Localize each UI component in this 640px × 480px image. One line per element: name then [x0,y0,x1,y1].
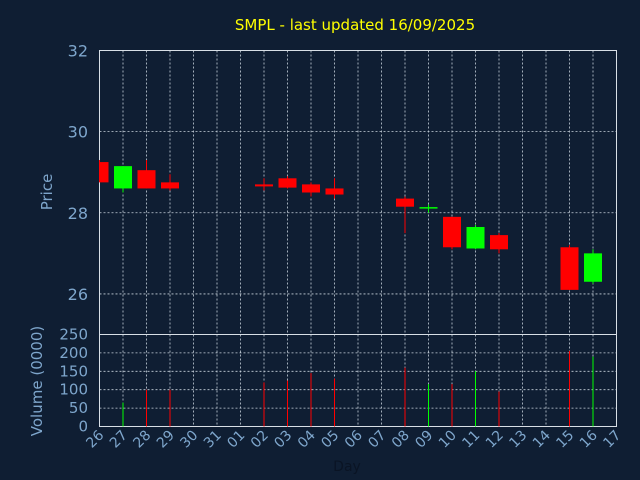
day-tick-label: 11 [459,428,483,452]
day-tick-label: 10 [436,428,460,452]
candle-body [490,235,508,250]
day-tick-label: 15 [553,428,577,452]
day-tick-label: 01 [224,428,248,452]
price-tick-label: 28 [68,204,88,223]
volume-plot-frame [99,334,617,427]
price-tick-label: 26 [68,285,88,304]
day-tick-label: 14 [530,427,554,451]
day-tick-label: 12 [483,428,507,452]
day-tick-label: 03 [271,428,295,452]
candle-body [302,184,320,193]
volume-bars [122,351,594,427]
day-axis: 26 27 28 29 30 31 01 02 03 04 05 06 07 08 09 10 11 12 13 14… [83,427,624,451]
price-axis: 32 30 28 26 [68,42,88,304]
candle-body [443,216,461,248]
price-tick-label: 30 [68,123,88,142]
chart-title: SMPL - last updated 16/09/2025 [235,16,475,34]
day-tick-label: 27 [107,428,131,452]
candle-body [584,253,602,282]
candle-body [100,162,109,183]
day-axis-label: Day [333,459,361,475]
volume-tick-label: 200 [59,344,88,362]
day-tick-label: 07 [365,428,389,452]
candle-body [114,166,132,189]
day-tick-label: 31 [201,428,225,452]
day-tick-label: 28 [130,428,154,452]
candle-body [137,170,156,189]
candle-body [419,207,438,209]
day-tick-label: 09 [412,428,436,452]
candle-body [255,184,273,187]
day-tick-label: 17 [600,428,624,452]
day-tick-label: 08 [389,428,413,452]
volume-gridlines [99,334,617,427]
volume-axis-label: Volume (0000) [28,326,46,436]
volume-tick-label: 100 [59,381,88,399]
candle-body [466,226,485,249]
candle-body [396,198,414,207]
price-candles [99,160,602,290]
day-tick-label: 16 [577,427,601,451]
candle-body [161,182,179,189]
volume-tick-label: 50 [69,399,88,417]
candle-body [278,178,297,188]
volume-tick-label: 150 [59,362,88,380]
price-tick-label: 32 [68,42,88,61]
day-tick-label: 05 [318,428,342,452]
day-tick-label: 02 [248,428,272,452]
volume-tick-label: 0 [78,418,88,436]
day-tick-label: 13 [506,428,530,452]
volume-tick-label: 250 [59,326,88,344]
price-axis-label: Price [38,174,56,211]
price-gridlines [99,50,617,335]
candle-body [325,188,344,195]
day-tick-label: 04 [295,427,319,451]
day-tick-label: 29 [154,428,178,452]
candle-body [560,247,579,290]
price-panel: 32 30 28 26 Price [38,42,617,335]
day-tick-label: 06 [342,427,366,451]
day-tick-label: 30 [177,428,201,452]
